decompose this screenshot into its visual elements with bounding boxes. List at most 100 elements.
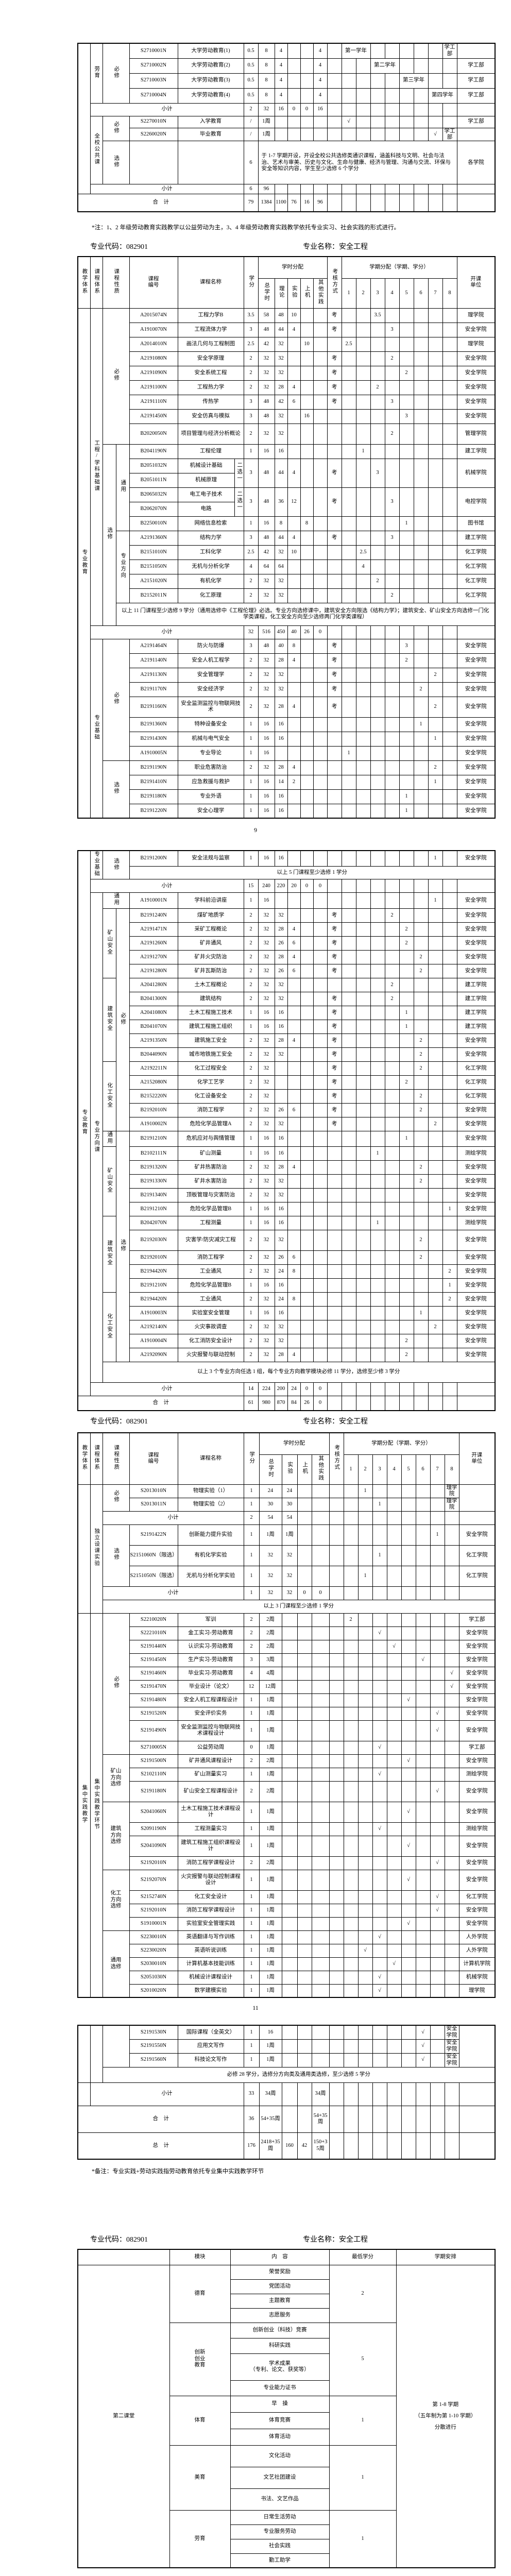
sem-4 — [386, 1666, 402, 1681]
cell-text: 建工学院 — [465, 534, 487, 540]
other-practice-hours — [311, 1822, 330, 1836]
sem-7 — [428, 950, 443, 964]
sem-7 — [428, 516, 443, 531]
cell-text: 10 — [304, 341, 310, 347]
course-nature: 以上 3 门课程至少选修 1 学分 — [102, 1599, 496, 1614]
cell-text: 安全学院 — [465, 1206, 487, 1212]
cell-text: A1910004N — [140, 1337, 167, 1344]
cell-text: 16 — [304, 413, 310, 419]
total-hours: 58 — [258, 308, 275, 323]
sem-7 — [430, 1984, 445, 1998]
cell-text: 2 — [434, 671, 437, 677]
sem-1 — [341, 423, 356, 445]
cell-text: 3 — [390, 398, 394, 404]
cell-text: 32 — [263, 592, 269, 598]
cell-text: 2周 — [266, 1630, 275, 1636]
course-code: B2062070N — [129, 501, 178, 517]
lab-hours: 8 — [287, 638, 301, 654]
sem-5 — [399, 308, 414, 323]
cell-text: 8 — [292, 1296, 296, 1302]
teaching-unit: 安全学院 — [456, 803, 496, 819]
cell-text: 安全评价实务 — [194, 1710, 227, 1716]
lab-hours — [287, 1202, 301, 1217]
table-row: 化工 方向 选修 S2192070N 火灾报警与联动控制课程设计 1 1周 √ 安全学院 — [78, 1869, 496, 1931]
sem-2 — [355, 1146, 371, 1161]
table-row: 选修 S2191422N 创新能力提升实验 1 1周 1周 1 安全学院 — [78, 1524, 496, 1587]
cell-text: 工程流体力学 — [194, 326, 227, 332]
computer-hours — [300, 760, 314, 775]
sem-3 — [370, 336, 385, 352]
lab-hours — [287, 1188, 301, 1203]
cell-text: 2 — [419, 954, 422, 960]
note-professional-practice: *备注：专业实践+劳动实践指劳动教育依托专业集中实践教学环节 — [92, 2168, 264, 2175]
computer-hours — [300, 1174, 314, 1189]
computer-hours — [300, 1320, 314, 1335]
cell-text: B2191210N — [140, 1282, 167, 1288]
cell-text: 安全学院 — [465, 1136, 487, 1142]
computer-hours — [300, 1103, 314, 1117]
other-practice-hours — [313, 365, 328, 381]
teaching-unit — [456, 184, 496, 195]
cell-text: √ — [393, 1960, 396, 1967]
course-code: A2191360N — [129, 530, 178, 546]
sem-3 — [370, 879, 385, 893]
cell-text: 16 — [263, 897, 269, 903]
sem-2 — [355, 1005, 371, 1020]
cell-text: 应用文写作 — [197, 2043, 225, 2049]
cell-text: 理学院 — [468, 312, 484, 318]
other-practice-hours — [311, 1930, 330, 1944]
sem-4 — [386, 1706, 402, 1721]
total-hours: 16 — [258, 803, 275, 819]
cell-text: B2194420N — [140, 1296, 167, 1302]
cell-text: S2210020N — [140, 1616, 167, 1622]
course-code: 以上 5 门课程至少选修 1 学分 — [129, 866, 496, 880]
total-hours: 32 — [258, 103, 275, 116]
sem-1 — [341, 936, 356, 951]
total-hours: 48 — [258, 487, 275, 517]
sem-5 — [401, 1484, 416, 1498]
other-practice-hours — [311, 1706, 330, 1721]
course-name: 应用文写作 — [177, 2039, 244, 2054]
cell-text: 学工部 — [468, 77, 484, 83]
cell-text: 4 — [393, 1466, 396, 1472]
sem-8 — [444, 1903, 459, 1918]
sem-2 — [357, 1822, 373, 1836]
sem-5 — [399, 1047, 414, 1062]
course-name: 建筑工程施工组织课程设计 — [177, 1835, 244, 1857]
cell-text: 16 — [278, 721, 284, 727]
teaching-unit: 开课 单位 — [458, 1432, 496, 1485]
course-code: B2191160N — [129, 696, 178, 718]
sem-6 — [413, 1019, 429, 1034]
sem-3 — [372, 1957, 387, 1971]
sem-1 — [343, 1984, 359, 1998]
cell-text: √ — [347, 118, 350, 125]
sem-3: 3 — [372, 1454, 387, 1485]
sem-8 — [442, 789, 457, 804]
cell-text: 32 — [286, 1572, 293, 1579]
sem-1 — [341, 351, 356, 366]
cell-text: 荣誉奖励 — [269, 2268, 291, 2275]
cell-text: 32 — [263, 1192, 269, 1198]
sem-2 — [357, 1653, 373, 1667]
credits: 3 — [243, 409, 259, 424]
sem-6 — [415, 2105, 431, 2133]
cell-text: 2 — [390, 912, 394, 918]
sem-1: 1 — [343, 1454, 359, 1485]
teaching-unit: 安全学院 — [458, 1626, 496, 1640]
credits: 2 — [243, 1250, 259, 1265]
cell-text: 考 — [331, 469, 337, 476]
sem-1 — [343, 1869, 359, 1891]
credits: 2 — [243, 1188, 259, 1203]
table-row: B2191410N 应急救援与救护 1 16 14 2 1 安全学院 — [78, 774, 496, 790]
cell-text: 考 — [331, 1023, 337, 1029]
table-row: B2191360N 特种设备安全 1 16 16 1 安全学院 — [78, 717, 496, 732]
exam-method: 考 — [327, 308, 342, 323]
theory-hours: 26 — [274, 936, 288, 951]
cell-text: 必修 — [113, 1676, 120, 1689]
sem-7: √ — [430, 1720, 445, 1741]
sem-3: √ — [372, 1930, 387, 1944]
sem-5: √ — [401, 1917, 416, 1931]
table-row: 建筑安全 B2042070N 工程测量 1 16 16 1 测绘学院 — [78, 1216, 496, 1293]
cell-text: 考 — [331, 498, 337, 504]
cell-text: 考 — [331, 384, 337, 390]
